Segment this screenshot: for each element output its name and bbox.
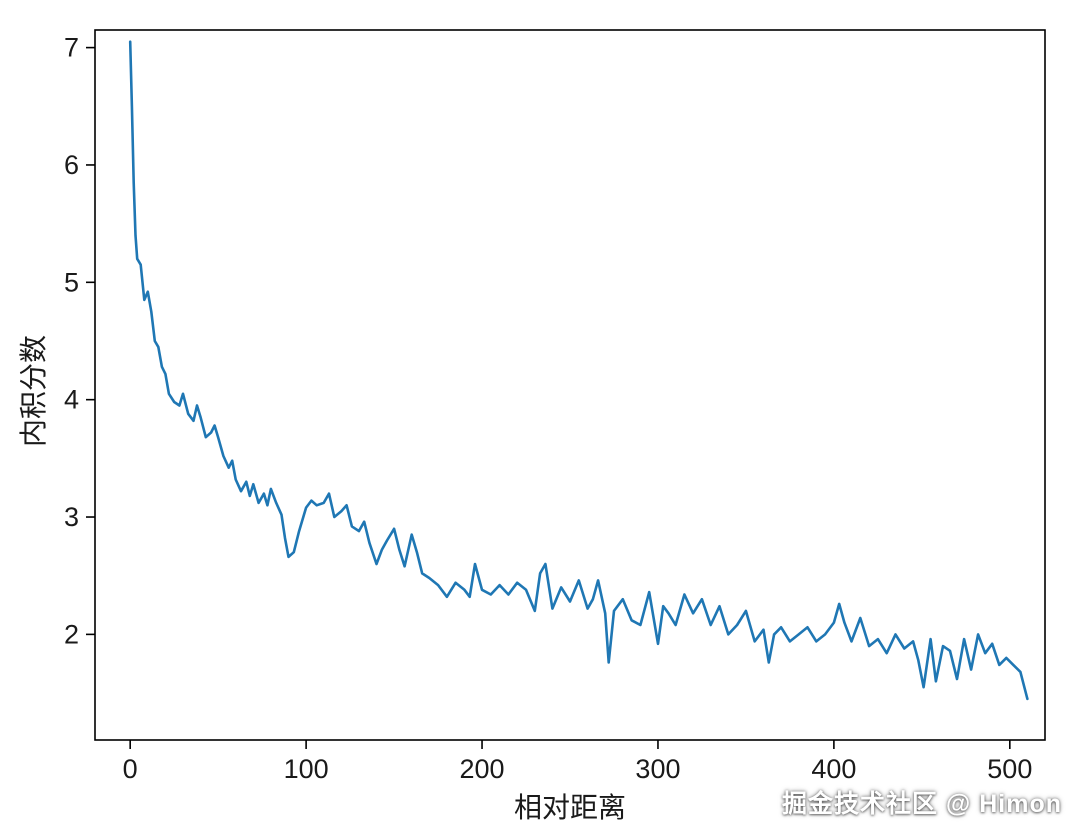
watermark-text: 掘金技术社区 @ Himon [781,790,1062,818]
y-tick-label: 4 [64,385,79,415]
x-tick-label: 500 [987,754,1032,784]
y-tick-label: 7 [64,33,79,63]
data-line [128,40,1029,701]
y-tick-label: 5 [64,267,79,297]
x-tick-label: 0 [123,754,138,784]
y-tick-label: 6 [64,150,79,180]
x-tick-label: 200 [460,754,505,784]
x-axis-label: 相对距离 [513,792,626,823]
x-tick-label: 400 [811,754,856,784]
plot-border [94,29,1046,741]
x-tick-label: 300 [635,754,680,784]
y-axis-label: 内积分数 [18,335,49,448]
y-tick-label: 2 [64,619,79,649]
y-tick-label: 3 [64,502,79,532]
x-tick-label: 100 [284,754,329,784]
